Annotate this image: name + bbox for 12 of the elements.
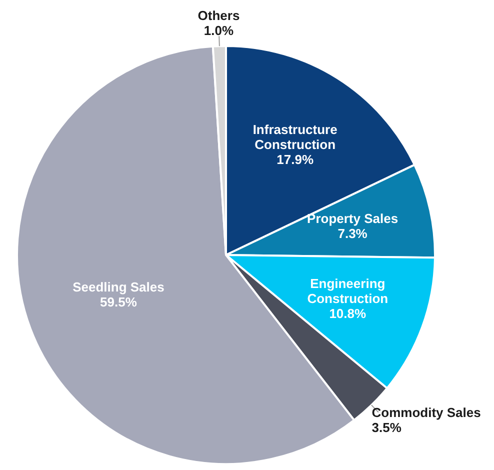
data-label: 7.3% xyxy=(338,226,368,242)
slice-label: Seedling Sales xyxy=(72,280,164,295)
data-label: 59.5% xyxy=(100,294,138,310)
slice-label: Commodity Sales xyxy=(372,404,481,420)
data-label: 17.9% xyxy=(276,152,314,167)
slice-label: Property Sales xyxy=(307,211,398,226)
data-label: 1.0% xyxy=(204,23,234,38)
data-label: 10.8% xyxy=(329,306,367,322)
slice-label: Others xyxy=(198,8,240,24)
data-label: 3.5% xyxy=(372,420,402,435)
slice-label: Engineering Construction xyxy=(307,276,388,306)
slice-label: Infrastructure Construction xyxy=(252,122,338,152)
